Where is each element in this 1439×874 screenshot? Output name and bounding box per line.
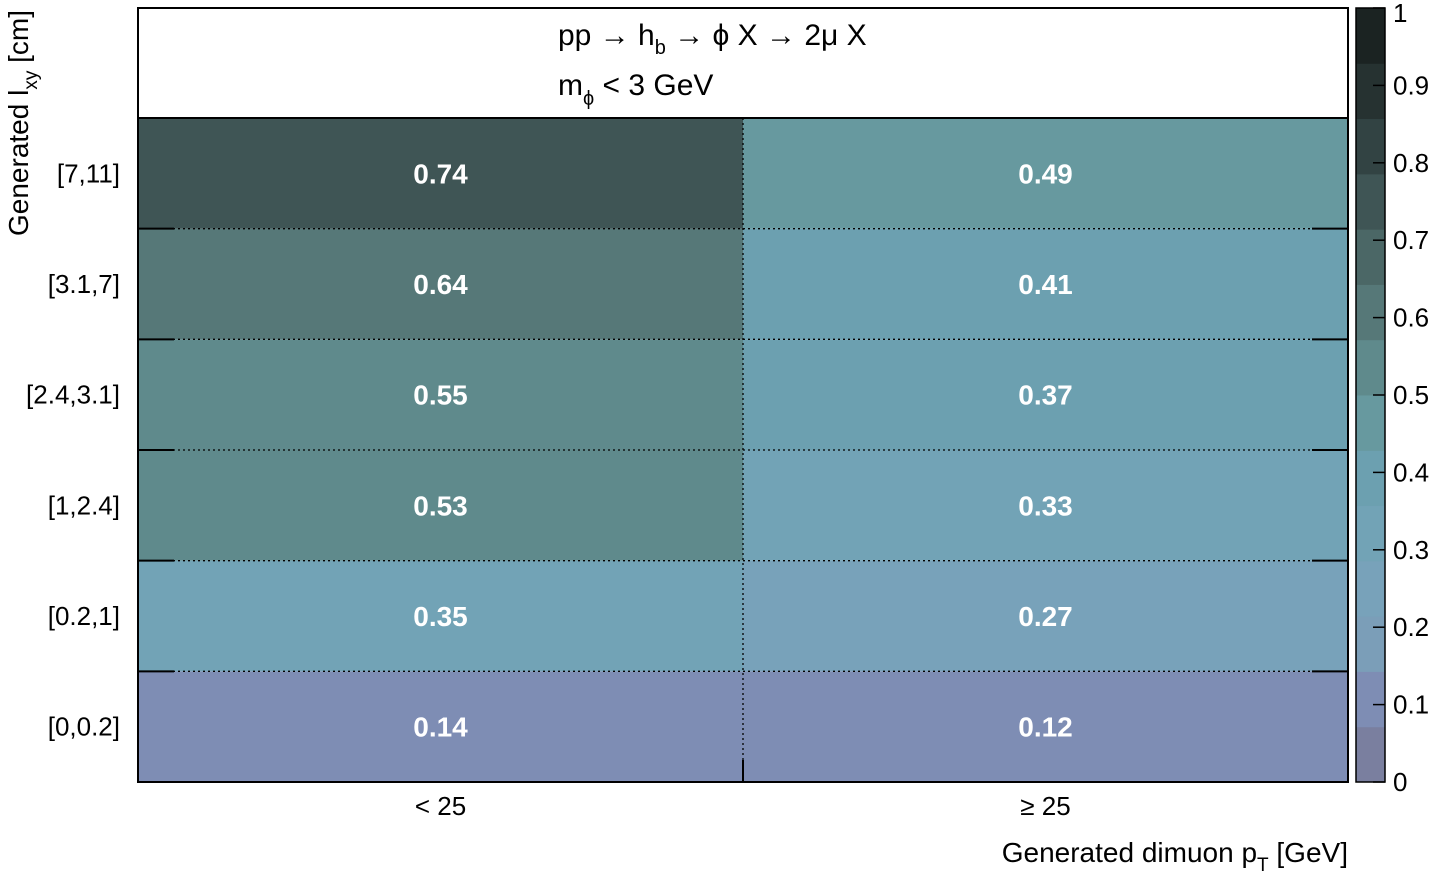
colorbar-tick-label: 0.8 [1393,148,1429,178]
heatmap-cell [138,560,743,672]
y-axis-label: Generated lxy [cm] [3,10,42,236]
heatmap-cell [743,671,1348,782]
colorbar-segment [1356,671,1385,728]
grid-lines [138,118,1348,782]
colorbar-segment [1356,118,1385,175]
cell-value-label: 0.64 [413,269,468,300]
y-tick-label: [3.1,7] [48,269,120,299]
colorbar-tick-label: 0.6 [1393,303,1429,333]
colorbar-tick-label: 0.2 [1393,612,1429,642]
colorbar-tick-label: 0.4 [1393,457,1429,487]
colorbar-segment [1356,63,1385,120]
annotation-line-1: pp → hb → ϕ X → 2μ X [558,19,867,59]
x-tick-label: < 25 [415,791,466,821]
colorbar-segment [1356,505,1385,562]
colorbar [1356,8,1385,783]
x-tick-labels: < 25 ≥ 25 [415,791,1071,821]
heatmap-cell [743,228,1348,340]
colorbar-segment [1356,284,1385,341]
annotation-line-2: mϕ < 3 GeV [558,69,713,110]
colorbar-tick-label: 0.3 [1393,535,1429,565]
heatmap-cell [138,228,743,340]
y-tick-label: [0,0.2] [48,712,120,742]
cell-value-label: 0.53 [413,490,468,521]
y-tick-label: [7,11] [57,158,120,188]
heatmap-cell [743,118,1348,229]
heatmap-cell [138,450,743,561]
heatmap-cells [138,118,1348,782]
cell-value-label: 0.33 [1018,490,1073,521]
cell-value-label: 0.14 [413,712,468,743]
annotation-background [138,8,1348,118]
cell-value-label: 0.27 [1018,601,1073,632]
colorbar-tick-label: 1 [1393,0,1407,28]
cell-value-labels: 0.14 0.12 0.35 0.27 0.53 0.33 0.55 0.37 0.64 0.41… [413,158,1073,742]
x-tick-label: ≥ 25 [1020,791,1070,821]
heatmap-cell [743,339,1348,450]
cell-value-label: 0.12 [1018,712,1073,743]
colorbar-tick-label: 0 [1393,767,1407,797]
cell-value-label: 0.37 [1018,380,1073,411]
colorbar-segment [1356,726,1385,783]
cell-value-label: 0.49 [1018,158,1073,189]
cell-value-label: 0.35 [413,601,468,632]
heatmap-cell [138,339,743,450]
colorbar-tick-label: 0.5 [1393,380,1429,410]
colorbar-segment [1356,229,1385,285]
colorbar-tick-label: 0.7 [1393,225,1429,255]
cell-value-label: 0.74 [413,158,468,189]
heatmap-cell [743,560,1348,672]
y-tick-labels: [0,0.2] [0.2,1] [1,2.4] [2.4,3.1] [3.1,7] [7,… [26,158,120,741]
colorbar-segment [1356,450,1385,507]
heatmap-cell [138,118,743,229]
cell-value-label: 0.41 [1018,269,1073,300]
colorbar-tick-label: 0.1 [1393,690,1429,720]
heatmap-cell [138,671,743,782]
heatmap-cell [743,450,1348,561]
y-tick-label: [1,2.4] [48,490,120,520]
y-tick-label: [2.4,3.1] [26,380,120,410]
x-axis-label: Generated dimuon pT [GeV] [1002,837,1348,874]
axis-ticks [138,117,1348,783]
cell-value-label: 0.55 [413,380,468,411]
colorbar-ticks: 0 0.1 0.2 0.3 0.4 0.5 0.6 0.7 0.8 0.9 1 [1373,0,1429,797]
colorbar-segment [1356,339,1385,396]
colorbar-segment [1356,8,1385,64]
colorbar-segment [1356,173,1385,230]
y-tick-label: [0.2,1] [48,601,120,631]
colorbar-segment [1356,616,1385,672]
colorbar-segment [1356,395,1385,451]
colorbar-segment [1356,560,1385,617]
colorbar-tick-label: 0.9 [1393,70,1429,100]
